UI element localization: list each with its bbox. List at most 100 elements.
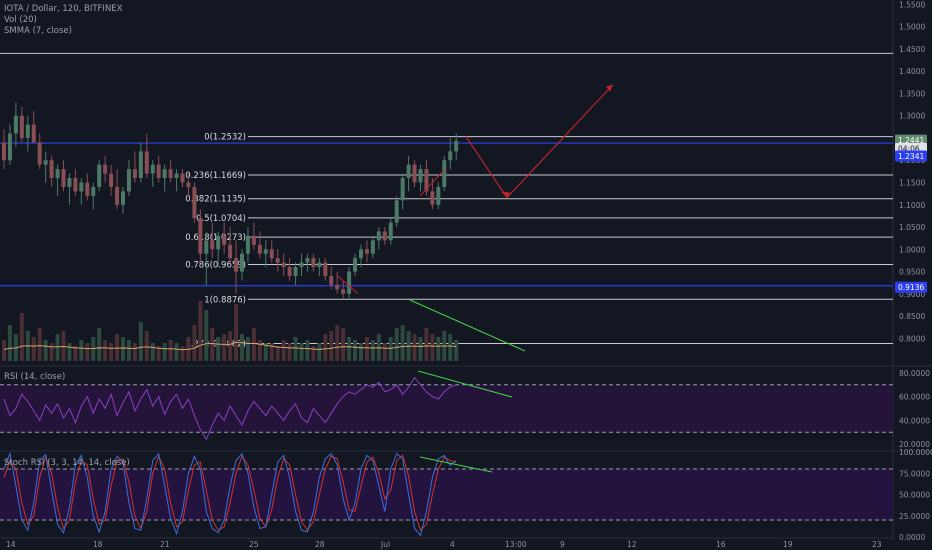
volume-bar <box>2 340 6 361</box>
volume-bar <box>245 337 250 361</box>
price-tick-label: 1.4500 <box>899 45 925 54</box>
volume-bar <box>412 334 417 361</box>
candle-body <box>412 164 417 183</box>
candle-body <box>353 258 358 272</box>
stoch-tick-label: 100.0000 <box>899 448 932 457</box>
candle-body <box>376 231 381 241</box>
volume-bar <box>240 334 244 361</box>
candle-body <box>168 169 173 179</box>
fib-level-label: 0.618(1.0273) <box>185 233 246 243</box>
candle-body <box>73 178 78 192</box>
volume-bar <box>204 310 209 361</box>
candle-body <box>156 164 161 179</box>
candle-body <box>240 253 244 272</box>
candle-body <box>228 244 233 259</box>
price-badge <box>895 281 927 293</box>
stoch-divergence-line <box>419 456 493 473</box>
stoch-k-line <box>3 451 457 537</box>
price-badge-label: 0.9136 <box>898 283 924 292</box>
volume-bar <box>216 337 221 361</box>
time-tick-label: 21 <box>160 540 170 549</box>
time-tick-label: 4 <box>450 540 455 549</box>
red-trend-line <box>337 275 359 295</box>
time-tick-label: 19 <box>783 540 793 549</box>
stoch-d-line <box>3 454 457 532</box>
candle-body <box>222 235 227 245</box>
candle-body <box>234 258 239 272</box>
candle-body <box>79 182 84 192</box>
volume-bar <box>138 322 143 361</box>
volume-bar <box>192 325 197 361</box>
candle-body <box>436 186 441 205</box>
candle-body <box>406 164 411 179</box>
volume-bar <box>424 328 429 361</box>
candle-body <box>364 249 369 254</box>
volume-bar <box>31 337 36 361</box>
price-badge-label: 1.2441 <box>898 136 924 145</box>
time-tick-label: 14 <box>6 540 16 549</box>
volume-bar <box>121 337 125 361</box>
rsi-band <box>0 384 893 433</box>
volume-bar <box>400 325 405 361</box>
candle-body <box>448 151 453 161</box>
volume-bar <box>37 328 42 361</box>
price-divergence-line <box>409 299 526 352</box>
rsi-tick-label: 40.0000 <box>899 416 930 425</box>
candle-body <box>126 169 131 192</box>
price-badge-label: 04:06 <box>898 145 920 154</box>
price-tick-label: 0.9500 <box>899 268 925 277</box>
time-tick-label: 25 <box>249 540 259 549</box>
price-tick-label: 1.1500 <box>899 179 925 188</box>
candle-body <box>43 160 48 165</box>
smma-study-label: SMMA (7, close) <box>4 26 72 36</box>
volume-bar <box>329 331 334 361</box>
volume-bar <box>353 340 358 361</box>
candle-body <box>287 267 292 276</box>
volume-bar <box>55 334 60 361</box>
candle-body <box>394 200 399 223</box>
volume-bar <box>341 328 346 361</box>
time-tick-label: Jul <box>380 540 390 549</box>
candle-body <box>251 235 256 245</box>
volume-bar <box>251 328 256 361</box>
volume-bar <box>430 334 435 361</box>
candle-body <box>442 160 447 187</box>
volume-bar <box>454 340 459 361</box>
price-tick-label: 1.3000 <box>899 112 925 121</box>
candle-body <box>174 173 179 179</box>
candle-body <box>216 235 221 250</box>
volume-bar <box>210 328 215 361</box>
candle-body <box>121 191 125 205</box>
price-tick-label: 1.0500 <box>899 223 925 232</box>
volume-bar <box>257 340 262 361</box>
candle-body <box>341 289 346 294</box>
time-tick-label: 12 <box>627 540 637 549</box>
time-tick-label: 16 <box>716 540 726 549</box>
volume-bar <box>222 334 227 361</box>
candle-body <box>186 182 191 187</box>
volume-bar <box>382 343 387 361</box>
candle-body <box>132 169 137 179</box>
candle-body <box>150 164 155 174</box>
fib-level-label: 0.236(1.1669) <box>185 171 246 181</box>
stoch-tick-label: 50.0000 <box>899 491 930 500</box>
candle-body <box>305 258 310 263</box>
candle-body <box>204 240 209 254</box>
candle-body <box>2 142 6 161</box>
stoch-tick-label: 0.0000 <box>899 533 925 542</box>
fib-level-label: 0.5(1.0704) <box>196 214 246 224</box>
volume-bar <box>156 346 161 361</box>
candle-body <box>335 284 340 290</box>
candle-body <box>299 262 304 268</box>
candle-body <box>7 133 12 161</box>
time-tick-label: 9 <box>560 540 565 549</box>
candle-body <box>269 249 274 259</box>
red-trend-line <box>419 168 446 197</box>
candle-body <box>37 142 42 165</box>
rsi-line <box>3 376 457 441</box>
volume-bar <box>109 343 114 361</box>
candle-body <box>400 178 405 201</box>
fib-level-label: 0.786(0.9659) <box>185 260 246 270</box>
volume-study-label: Vol (20) <box>4 15 37 25</box>
